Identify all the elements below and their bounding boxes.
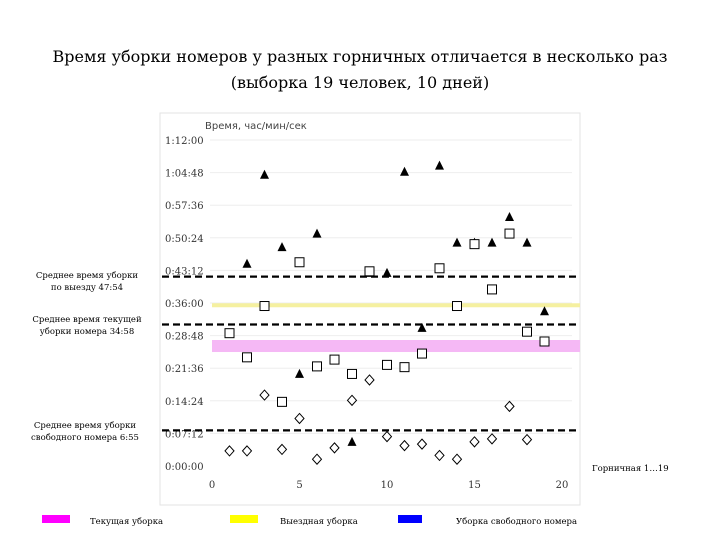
current-point xyxy=(242,352,252,363)
current-point xyxy=(224,328,235,339)
current-point xyxy=(329,354,340,365)
legend-swatch-current xyxy=(42,515,70,523)
current-point xyxy=(294,257,305,268)
legend-label-checkout: Выездная уборка xyxy=(280,517,358,527)
vacant-point xyxy=(521,433,533,446)
vacant-point xyxy=(364,374,375,386)
vacant-point xyxy=(241,445,253,457)
vacant-point xyxy=(399,439,410,452)
x-tick-label: 20 xyxy=(556,480,569,491)
current-point xyxy=(487,284,497,295)
current-point xyxy=(364,266,375,277)
checkout-point xyxy=(347,436,357,446)
plot-frame xyxy=(159,112,581,506)
x-tick-label: 0 xyxy=(209,480,215,491)
checkout-point xyxy=(242,258,252,268)
x-tick-label: 5 xyxy=(296,480,302,491)
vacant-point xyxy=(486,433,498,445)
current-point xyxy=(277,396,287,407)
legend-swatch-checkout xyxy=(230,515,258,523)
checkout-point xyxy=(277,242,287,252)
vacant-point xyxy=(469,436,480,448)
current-point xyxy=(312,361,322,372)
y-tick-label: 0:21:36 xyxy=(165,364,204,375)
y-axis-label: Время, час/мин/сек xyxy=(205,121,307,132)
legend: Текущая уборка Выездная уборка Уборка св… xyxy=(0,512,720,532)
legend-swatch-vacant xyxy=(398,515,422,523)
checkout-point xyxy=(400,166,409,176)
y-tick-label: 0:57:36 xyxy=(165,201,204,212)
vacant-point xyxy=(504,400,515,413)
checkout-point xyxy=(540,306,549,316)
checkout-point xyxy=(295,368,304,378)
current-point xyxy=(452,301,462,312)
legend-label-current: Текущая уборка xyxy=(90,517,164,527)
x-tick-label: 15 xyxy=(468,480,481,491)
vacant-point xyxy=(311,453,323,465)
checkout-point xyxy=(487,237,497,247)
y-tick-label: 0:28:48 xyxy=(165,332,204,343)
y-tick-label: 0:14:24 xyxy=(165,397,204,408)
y-tick-label: 0:50:24 xyxy=(165,234,204,245)
current-point xyxy=(399,362,410,373)
current-point xyxy=(469,239,480,250)
current-point xyxy=(382,359,392,370)
vacant-point xyxy=(224,445,235,457)
x-axis-note: Горничная 1…19 xyxy=(592,464,669,474)
vacant-point xyxy=(416,438,428,450)
current-point xyxy=(417,348,427,359)
checkout-point xyxy=(505,211,514,221)
vacant-point xyxy=(381,430,393,443)
y-tick-label: 0:00:00 xyxy=(165,462,204,473)
current-point xyxy=(504,228,515,239)
checkout-point xyxy=(260,169,269,179)
vacant-point xyxy=(434,449,445,462)
vacant-point xyxy=(346,394,358,407)
vacant-point xyxy=(294,412,305,425)
current-point xyxy=(434,263,445,274)
vacant-point xyxy=(451,453,463,465)
slide-title: Время уборки номеров у разных горничных … xyxy=(52,47,668,92)
y-tick-label: 0:43:12 xyxy=(165,266,204,277)
vacant-average-note: Среднее время уборки свободного номера 6… xyxy=(31,421,139,443)
vacant-point xyxy=(276,443,288,456)
current-point xyxy=(347,368,357,379)
checkout-average-note: Среднее время уборки по выезду 47:54 xyxy=(35,271,139,293)
vacant-point xyxy=(259,389,270,401)
average-band xyxy=(212,303,580,308)
current-average-note: Среднее время текущей уборки номера 34:5… xyxy=(32,315,142,337)
checkout-point xyxy=(312,228,322,238)
checkout-point xyxy=(382,267,392,277)
vacant-point xyxy=(329,442,340,454)
y-tick-label: 1:12:00 xyxy=(165,136,204,147)
x-tick-label: 10 xyxy=(381,480,394,491)
current-point xyxy=(522,326,532,337)
average-band xyxy=(212,340,580,353)
checkout-point xyxy=(417,322,427,332)
checkout-point xyxy=(435,160,444,170)
checkout-point xyxy=(522,237,532,247)
current-point xyxy=(259,301,270,312)
y-tick-label: 0:36:00 xyxy=(165,299,204,310)
legend-label-vacant: Уборка свободного номера xyxy=(456,517,578,527)
current-point xyxy=(539,336,550,347)
y-tick-label: 1:04:48 xyxy=(165,169,204,180)
y-tick-label: 0:07:12 xyxy=(165,429,204,440)
checkout-point xyxy=(452,237,462,247)
